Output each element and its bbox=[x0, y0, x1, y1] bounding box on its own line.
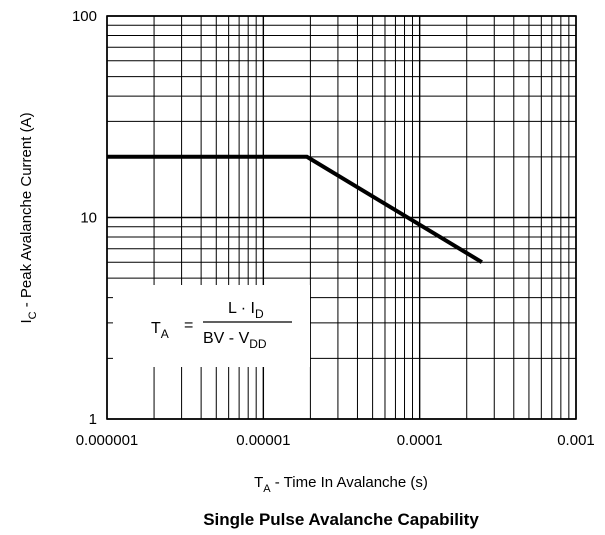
x-tick-label: 0.00001 bbox=[236, 432, 290, 449]
formula-equals: = bbox=[184, 317, 193, 334]
formula-lhs: TA bbox=[151, 320, 169, 341]
y-tick-label: 100 bbox=[72, 8, 97, 25]
series-line bbox=[107, 154, 483, 264]
x-tick-label: 0.0001 bbox=[397, 432, 443, 449]
y-tick-label: 10 bbox=[80, 210, 97, 227]
formula-numerator: L · ID bbox=[228, 300, 264, 321]
chart-title: Single Pulse Avalanche Capability bbox=[203, 510, 479, 529]
y-tick-label: 1 bbox=[89, 411, 97, 428]
x-tick-label: 0.001 bbox=[557, 432, 595, 449]
y-axis-label: IC - Peak Avalanche Current (A) bbox=[18, 112, 39, 323]
formula-denominator: BV - VDD bbox=[203, 330, 267, 351]
plot-frame bbox=[106, 15, 577, 420]
formula-box bbox=[113, 285, 310, 367]
x-axis-label: TA - Time In Avalanche (s) bbox=[254, 474, 428, 495]
formula: TA = L · ID BV - VDD bbox=[151, 300, 292, 351]
x-tick-label: 0.000001 bbox=[76, 432, 139, 449]
series-group bbox=[107, 154, 483, 264]
tick-labels: 0.000001 0.00001 0.0001 0.001 1 10 100 bbox=[72, 8, 595, 449]
